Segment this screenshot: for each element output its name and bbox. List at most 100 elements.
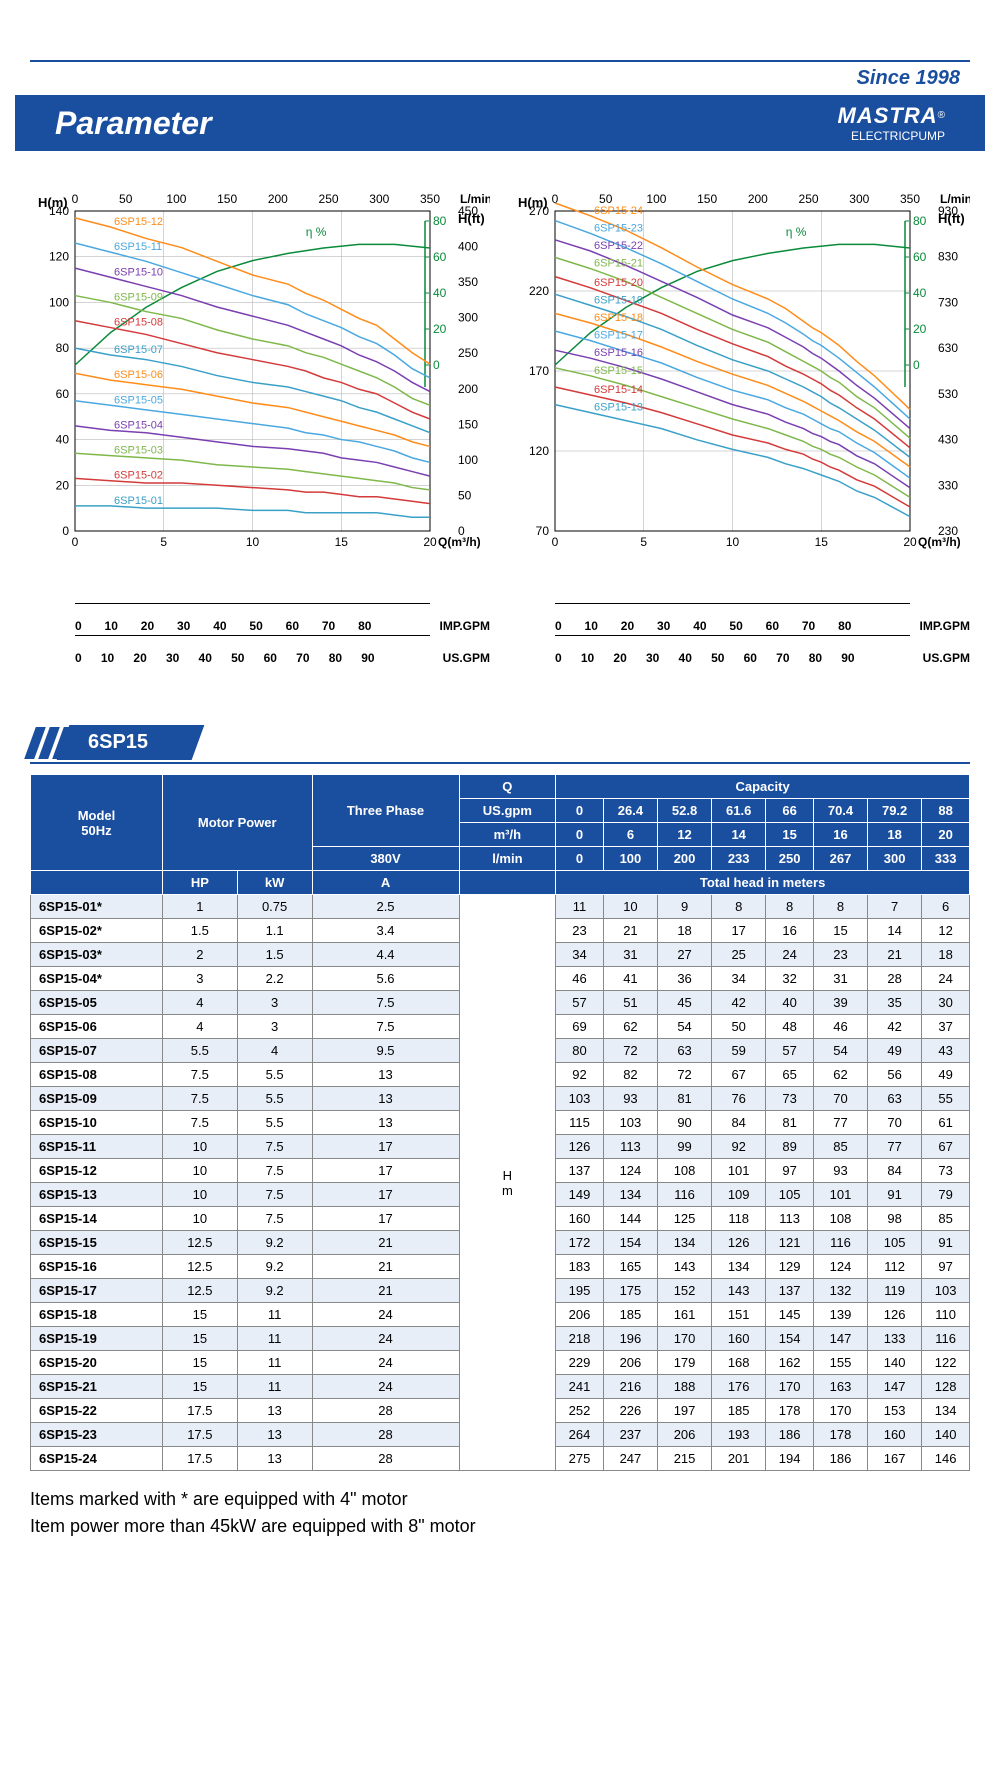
svg-text:730: 730 — [938, 295, 958, 309]
svg-text:200: 200 — [268, 192, 288, 206]
svg-text:200: 200 — [458, 382, 478, 396]
footnotes: Items marked with * are equipped with 4"… — [30, 1486, 970, 1540]
note-1: Items marked with * are equipped with 4"… — [30, 1486, 970, 1513]
svg-text:6SP15-07: 6SP15-07 — [114, 344, 163, 356]
svg-text:6SP15-12: 6SP15-12 — [114, 216, 163, 228]
svg-text:6SP15-20: 6SP15-20 — [594, 277, 643, 289]
section-title: 6SP15 — [88, 731, 148, 754]
svg-text:150: 150 — [217, 192, 237, 206]
header-bar: Parameter MASTRA® ELECTRICPUMP — [15, 95, 985, 151]
data-table: Model50Hz Motor Power Three Phase Q Capa… — [30, 774, 970, 1471]
svg-text:6SP15-17: 6SP15-17 — [594, 330, 643, 342]
svg-text:0: 0 — [458, 524, 465, 538]
svg-text:830: 830 — [938, 250, 958, 264]
svg-text:H(m): H(m) — [38, 195, 68, 210]
brand-name: MASTRA — [838, 103, 938, 128]
svg-text:6SP15-14: 6SP15-14 — [594, 384, 643, 396]
svg-text:5: 5 — [160, 535, 167, 549]
svg-text:250: 250 — [458, 346, 478, 360]
svg-text:6SP15-23: 6SP15-23 — [594, 222, 643, 234]
svg-text:6SP15-18: 6SP15-18 — [594, 312, 643, 324]
svg-text:6SP15-24: 6SP15-24 — [594, 205, 643, 217]
svg-text:100: 100 — [49, 295, 69, 309]
svg-text:250: 250 — [799, 192, 819, 206]
svg-text:80: 80 — [433, 214, 447, 228]
svg-text:80: 80 — [913, 214, 927, 228]
svg-text:40: 40 — [433, 286, 447, 300]
svg-text:170: 170 — [529, 364, 549, 378]
svg-text:530: 530 — [938, 387, 958, 401]
svg-text:350: 350 — [458, 275, 478, 289]
svg-text:450: 450 — [458, 204, 478, 218]
svg-text:0: 0 — [913, 358, 920, 372]
svg-text:60: 60 — [433, 250, 447, 264]
svg-text:6SP15-02: 6SP15-02 — [114, 470, 163, 482]
section-rule — [30, 762, 970, 764]
svg-text:120: 120 — [49, 250, 69, 264]
svg-text:60: 60 — [913, 250, 927, 264]
svg-text:η %: η % — [306, 225, 327, 239]
svg-text:0: 0 — [62, 524, 69, 538]
svg-text:350: 350 — [420, 192, 440, 206]
svg-text:100: 100 — [458, 453, 478, 467]
note-2: Item power more than 45kW are equipped w… — [30, 1513, 970, 1540]
svg-text:120: 120 — [529, 444, 549, 458]
svg-text:40: 40 — [913, 286, 927, 300]
svg-text:20: 20 — [56, 478, 70, 492]
svg-text:150: 150 — [458, 417, 478, 431]
svg-text:6SP15-11: 6SP15-11 — [114, 241, 162, 253]
svg-text:0: 0 — [72, 535, 79, 549]
chart-left: 0510152002040608010012014005010015020025… — [30, 181, 490, 665]
reg-mark: ® — [938, 110, 945, 121]
svg-text:150: 150 — [697, 192, 717, 206]
svg-text:6SP15-22: 6SP15-22 — [594, 240, 643, 252]
svg-text:60: 60 — [56, 387, 70, 401]
svg-text:6SP15-16: 6SP15-16 — [594, 347, 643, 359]
svg-text:50: 50 — [119, 192, 133, 206]
svg-text:40: 40 — [56, 433, 70, 447]
svg-text:6SP15-05: 6SP15-05 — [114, 394, 163, 406]
svg-text:0: 0 — [552, 535, 559, 549]
svg-text:430: 430 — [938, 433, 958, 447]
charts-row: 0510152002040608010012014005010015020025… — [0, 151, 1000, 685]
brand-logo: MASTRA® ELECTRICPUMP — [838, 103, 945, 143]
svg-text:70: 70 — [536, 524, 550, 538]
svg-text:0: 0 — [433, 358, 440, 372]
svg-text:20: 20 — [913, 322, 927, 336]
svg-text:230: 230 — [938, 524, 958, 538]
svg-text:η %: η % — [786, 225, 807, 239]
svg-text:6SP15-21: 6SP15-21 — [594, 258, 643, 270]
section-header: 6SP15 — [30, 725, 970, 760]
chart-right: 0510152070120170220270050100150200250300… — [510, 181, 970, 665]
svg-text:930: 930 — [938, 204, 958, 218]
svg-text:6SP15-08: 6SP15-08 — [114, 317, 163, 329]
svg-text:6SP15-09: 6SP15-09 — [114, 291, 163, 303]
svg-text:6SP15-04: 6SP15-04 — [114, 419, 163, 431]
svg-text:0: 0 — [72, 192, 79, 206]
svg-text:6SP15-01: 6SP15-01 — [114, 495, 163, 507]
svg-text:200: 200 — [748, 192, 768, 206]
svg-text:H(m): H(m) — [518, 195, 548, 210]
svg-text:100: 100 — [646, 192, 666, 206]
svg-text:300: 300 — [369, 192, 389, 206]
svg-text:250: 250 — [319, 192, 339, 206]
svg-text:10: 10 — [726, 535, 740, 549]
table-row: 6SP15-01*10.752.5 Hm 1110988876 — [31, 895, 970, 919]
svg-text:6SP15-15: 6SP15-15 — [594, 365, 643, 377]
svg-text:20: 20 — [423, 535, 437, 549]
svg-text:6SP15-13: 6SP15-13 — [594, 402, 643, 414]
svg-text:100: 100 — [166, 192, 186, 206]
svg-text:80: 80 — [56, 341, 70, 355]
svg-text:400: 400 — [458, 240, 478, 254]
svg-text:20: 20 — [903, 535, 917, 549]
svg-text:350: 350 — [900, 192, 920, 206]
svg-text:20: 20 — [433, 322, 447, 336]
since-text: Since 1998 — [0, 67, 1000, 95]
top-rule — [30, 60, 970, 62]
svg-text:6SP15-03: 6SP15-03 — [114, 445, 163, 457]
svg-text:6SP15-06: 6SP15-06 — [114, 369, 163, 381]
svg-text:6SP15-10: 6SP15-10 — [114, 266, 163, 278]
svg-text:6SP15-19: 6SP15-19 — [594, 294, 643, 306]
svg-text:630: 630 — [938, 341, 958, 355]
svg-text:300: 300 — [849, 192, 869, 206]
